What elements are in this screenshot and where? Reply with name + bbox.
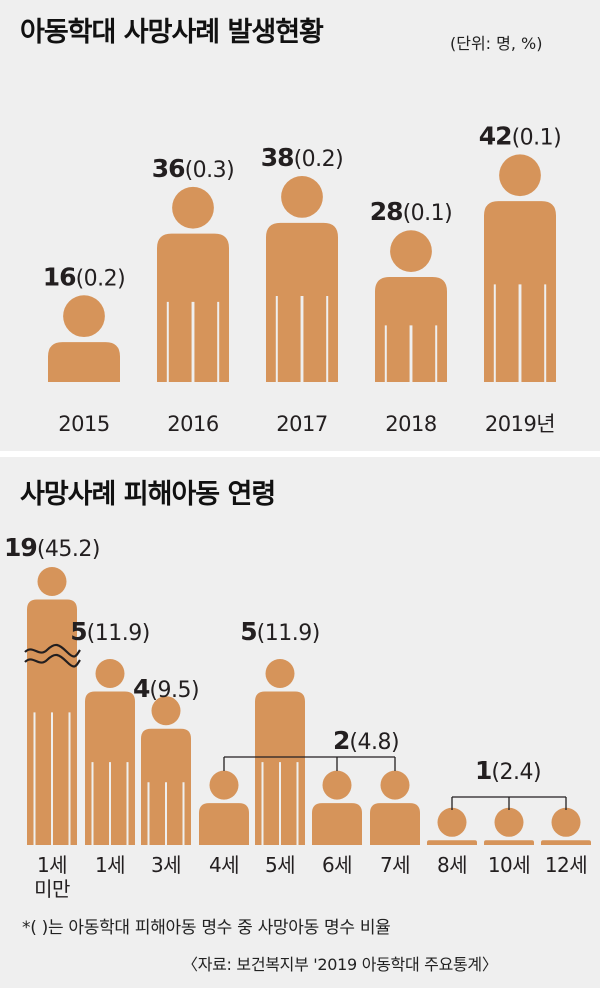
age-label-6세: 6세: [322, 853, 352, 877]
year-label-2015: 2015: [58, 412, 109, 436]
yearly-chart-title: 아동학대 사망사례 발생현황: [20, 17, 324, 48]
year-figure-2016: [157, 186, 229, 382]
age-figure-3세: [141, 696, 191, 845]
year-value-label-2015: 16(0.2): [43, 262, 125, 291]
age-label-5세: 5세: [265, 853, 295, 877]
year-label-2017: 2017: [276, 412, 327, 436]
age-figure-10세: [484, 807, 534, 845]
age-figure-8세: [427, 807, 477, 845]
age-label-7세: 7세: [380, 853, 410, 877]
age-figure-5세: [255, 659, 305, 845]
year-label-2016: 2016: [167, 412, 219, 436]
year-value-label-2018: 28(0.1): [370, 197, 452, 226]
axis-break-mark-1: [24, 643, 81, 658]
age-value-label-1세미만: 19(45.2): [4, 533, 100, 562]
year-value-label-2017: 38(0.2): [261, 143, 343, 172]
year-label-2019년: 2019년: [485, 412, 555, 436]
source-note: 〈자료: 보건복지부 '2019 아동학대 주요통계〉: [182, 955, 498, 974]
year-figure-2019년: [484, 154, 556, 382]
group-bracket-2: [223, 756, 396, 771]
age-label-12세: 12세: [545, 853, 587, 877]
axis-break-mark-2: [24, 653, 81, 668]
age-figure-4세: [199, 770, 249, 845]
age-figure-1세-미만: [27, 567, 77, 845]
age-value-label-group-2: 2(4.8): [333, 726, 399, 755]
age-label-4세: 4세: [209, 853, 239, 877]
age-label-1세-미만: 1세 미만: [34, 853, 70, 901]
age-label-10세: 10세: [488, 853, 530, 877]
age-value-label-1세: 5(11.9): [70, 617, 150, 646]
unit-label: (단위: 명, %): [450, 34, 543, 53]
age-label-1세: 1세: [95, 853, 125, 877]
year-figure-2015: [48, 295, 120, 382]
year-label-2018: 2018: [385, 412, 436, 436]
age-label-8세: 8세: [437, 853, 467, 877]
age-value-label-5세: 5(11.9): [240, 617, 320, 646]
year-value-label-2019년: 42(0.1): [479, 121, 561, 150]
age-value-label-3세: 4(9.5): [133, 674, 199, 703]
year-figure-2017: [266, 176, 338, 382]
group-bracket-1: [451, 796, 567, 810]
year-figure-2018: [375, 230, 447, 382]
age-figure-1세: [85, 659, 135, 845]
age-figure-12세: [541, 807, 591, 845]
age-chart-title: 사망사례 피해아동 연령: [20, 479, 276, 510]
footnote: *( )는 아동학대 피해아동 명수 중 사망아동 명수 비율: [22, 918, 391, 938]
year-value-label-2016: 36(0.3): [152, 154, 234, 183]
age-value-label-group-1: 1(2.4): [475, 756, 541, 785]
age-figure-6세: [312, 770, 362, 845]
age-figure-7세: [370, 770, 420, 845]
age-label-3세: 3세: [151, 853, 181, 877]
